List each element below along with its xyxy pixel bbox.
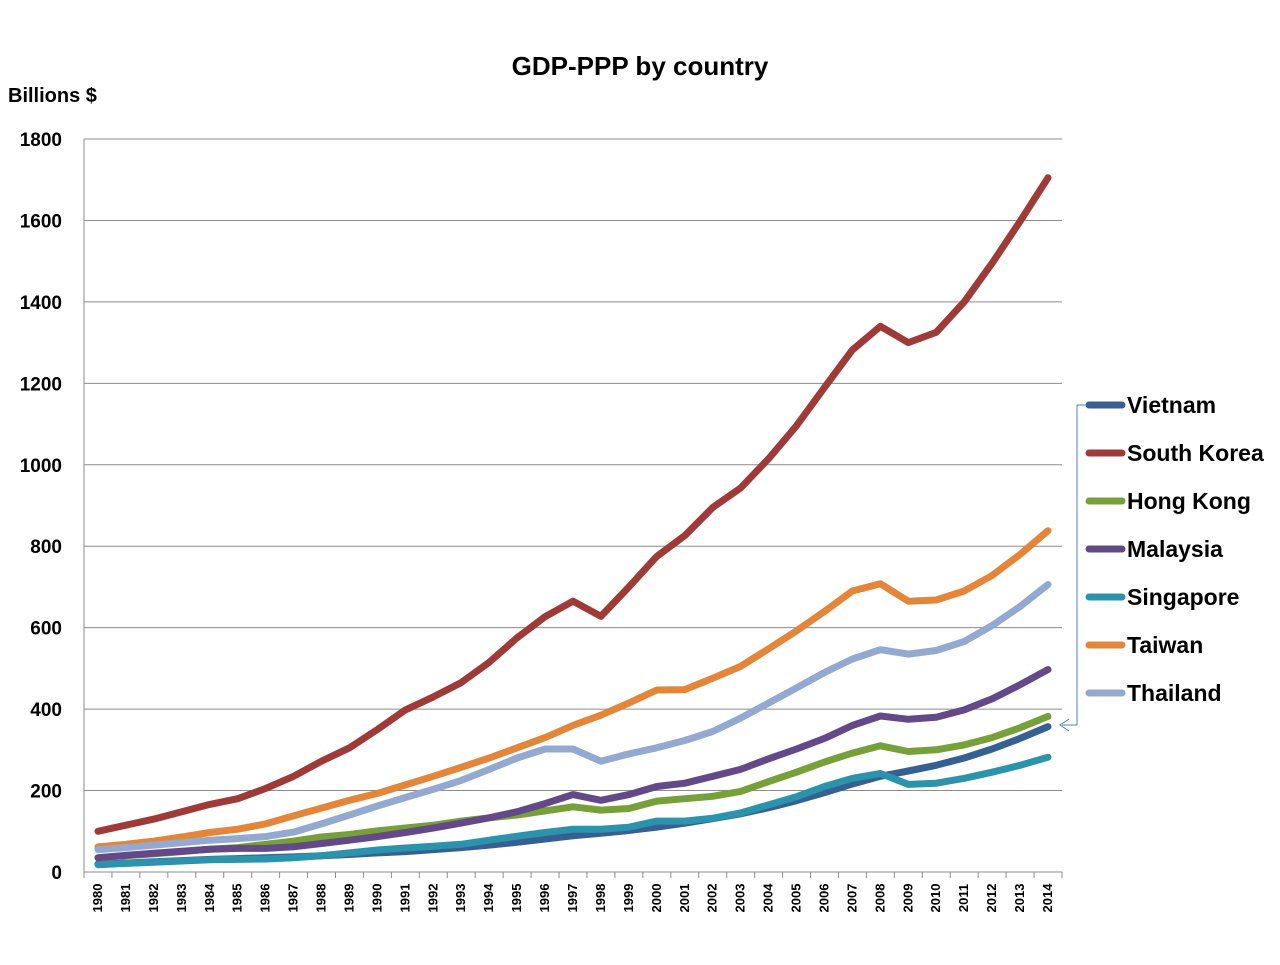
axes [83,139,1063,878]
x-tick-label: 2010 [928,884,943,913]
x-tick-label: 1993 [453,884,468,913]
x-tick-label: 1996 [537,884,552,913]
x-tick-label: 2013 [1012,884,1027,913]
legend-arrow-icon [1059,718,1070,732]
x-tick-label: 1991 [397,884,412,913]
legend-label: Taiwan [1127,632,1203,658]
y-tick-label: 0 [51,863,62,884]
series-line-singapore [94,753,1052,869]
x-tick-label: 2001 [677,884,692,913]
x-tick-label: 1982 [146,884,161,913]
x-tick-label: 1992 [425,884,440,913]
x-tick-label: 2000 [649,884,664,913]
legend-label: Thailand [1127,680,1222,706]
x-tick-label: 2003 [733,884,748,913]
y-tick-label: 1400 [20,293,62,314]
legend-label: South Korea [1127,440,1264,466]
x-tick-label: 1981 [118,884,133,913]
legend-bracket [1062,404,1087,726]
x-tick-label: 1980 [90,884,105,913]
x-tick-label: 1995 [509,884,524,913]
x-tick-label: 1999 [621,884,636,913]
x-tick-labels: 1980 1981 1982 1983 1984 1985 1986 1987 1988 1989… [90,883,1055,913]
x-tick-label: 2005 [789,884,804,913]
legend-label: Singapore [1127,584,1239,610]
x-tick-label: 1986 [258,884,273,913]
y-axis-label: Billions $ [8,85,97,107]
y-tick-label: 1000 [20,456,62,477]
x-tick-label: 2011 [956,884,971,912]
x-tick-label: 1984 [202,883,217,913]
x-tick-label: 1990 [369,884,384,913]
series-line-taiwan [94,527,1052,851]
legend-label: Vietnam [1127,392,1216,418]
x-tick-label: 1987 [286,884,301,913]
y-tick-label: 600 [30,619,62,640]
x-tick-label: 1989 [341,884,356,913]
legend: Vietnam South Korea Hong Kong Malaysia Singa… [1059,392,1264,732]
grid-lines [84,138,1062,792]
x-tick-label: 2004 [761,883,776,913]
y-tick-label: 200 [30,782,62,803]
x-tick-label: 1983 [174,884,189,913]
series-line-thailand [94,581,1052,854]
y-tick-labels: 0 200 400 600 800 1000 1200 1400 1600 1800 [20,130,62,884]
series-line-south-korea [94,174,1052,835]
x-tick-label: 2008 [872,884,887,913]
y-tick-label: 1200 [20,374,62,395]
x-tick-label: 2006 [816,884,831,913]
series-line-malaysia [94,666,1052,862]
x-tick-label: 1994 [481,883,496,913]
x-tick-label: 2012 [984,884,999,913]
x-tick-label: 2007 [844,884,859,913]
chart-title: GDP-PPP by country [512,51,769,81]
series-lines [94,174,1052,869]
y-tick-label: 400 [30,700,62,721]
x-tick-label: 1988 [314,884,329,913]
y-tick-label: 800 [30,537,62,558]
x-tick-label: 2014 [1040,883,1055,913]
x-tick-label: 1985 [230,884,245,913]
x-tick-label: 2009 [900,884,915,913]
x-tick-label: 1997 [565,884,580,913]
legend-label: Hong Kong [1127,488,1251,514]
y-tick-label: 1800 [20,130,62,151]
x-tick-label: 2002 [705,884,720,913]
y-tick-label: 1600 [20,211,62,232]
x-tick-label: 1998 [593,884,608,913]
legend-label: Malaysia [1127,536,1223,562]
